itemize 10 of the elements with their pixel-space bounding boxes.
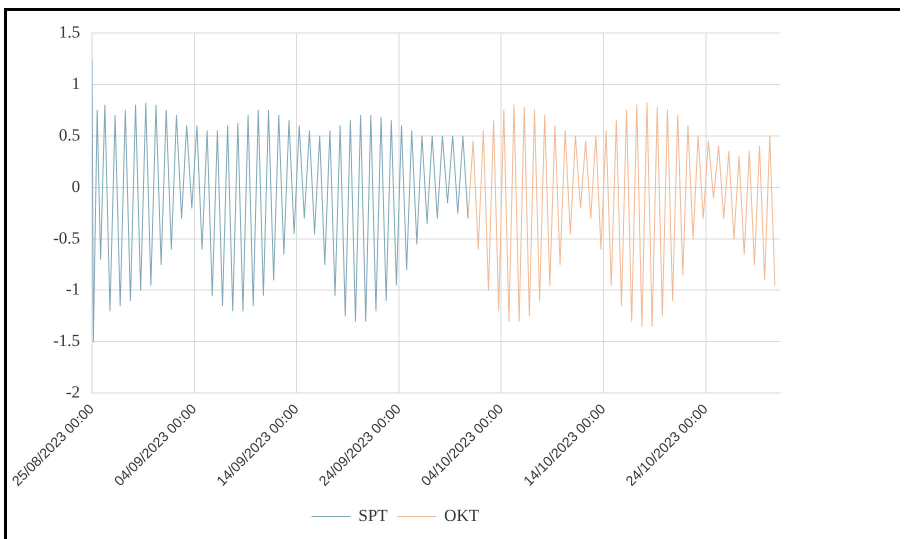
y-tick-label: -1 bbox=[66, 280, 80, 299]
legend-label: SPT bbox=[358, 506, 388, 525]
y-tick-label: 0 bbox=[72, 176, 80, 196]
y-tick-label: -2 bbox=[66, 382, 80, 402]
y-tick-label: 1.5 bbox=[58, 22, 80, 42]
y-tick-label: 1 bbox=[72, 74, 80, 94]
legend-label: OKT bbox=[444, 506, 480, 525]
y-tick-label: -1.5 bbox=[53, 331, 80, 350]
y-tick-label: 0.5 bbox=[58, 125, 80, 144]
y-tick-label: -0.5 bbox=[53, 228, 80, 248]
